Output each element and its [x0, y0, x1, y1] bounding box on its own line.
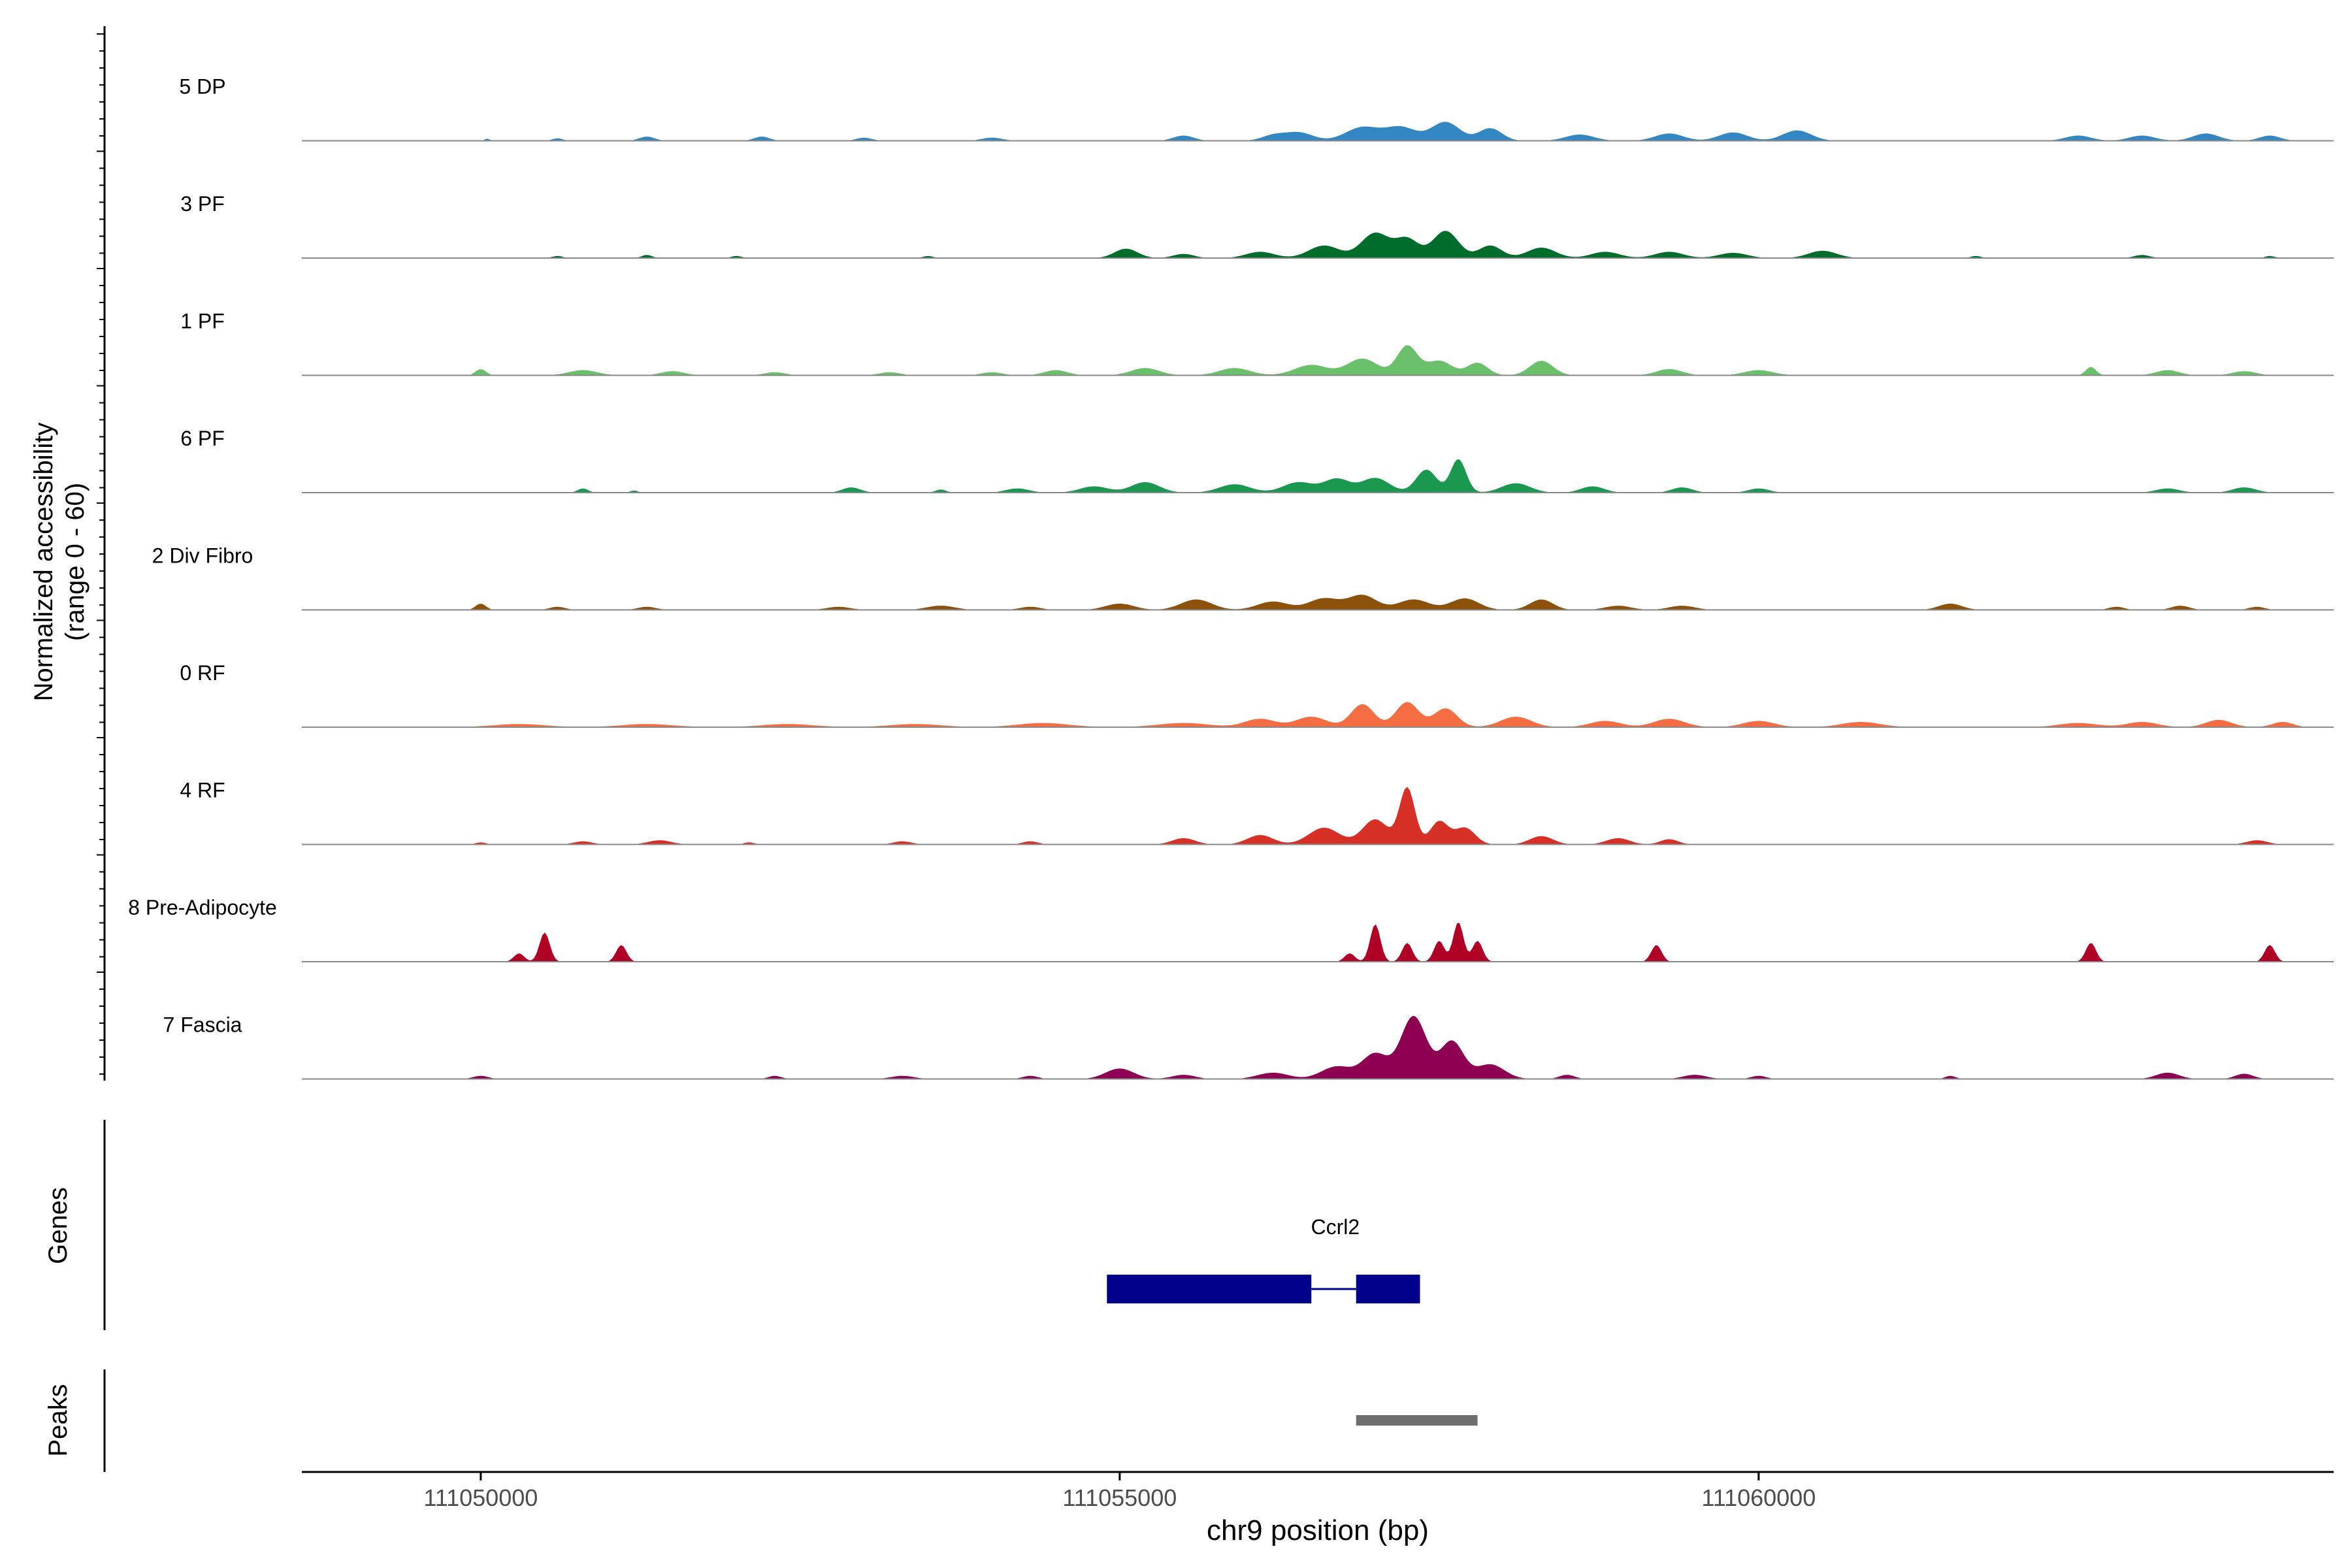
- track-label: 2 Div Fibro: [152, 544, 253, 568]
- y-axis-title-line1: Normalized accessibility: [29, 423, 58, 702]
- track-7: 4 RF: [180, 779, 2334, 845]
- x-axis-ticks: 111050000 111055000 111060000: [423, 1472, 1816, 1511]
- peak-region-bar: [1356, 1415, 1478, 1426]
- gene-exon: [1107, 1275, 1312, 1303]
- track-8: 8 Pre-Adipocyte: [128, 896, 2334, 962]
- genes-panel-label: Genes: [44, 1187, 73, 1264]
- x-tick-label: 111050000: [423, 1484, 538, 1511]
- y-axis-title: Normalized accessibility (range 0 - 60): [29, 423, 90, 702]
- gene-model: Ccrl2: [1107, 1215, 1420, 1303]
- gene-label: Ccrl2: [1311, 1215, 1360, 1239]
- track-label: 7 Fascia: [163, 1013, 242, 1037]
- x-tick-label: 111060000: [1701, 1484, 1816, 1511]
- track-5: 2 Div Fibro: [152, 544, 2334, 611]
- track-3: 1 PF: [180, 310, 2334, 376]
- track-label: 5 DP: [179, 75, 225, 99]
- track-label: 4 RF: [180, 779, 225, 802]
- track-label: 1 PF: [180, 310, 225, 333]
- coverage-tracks: 5 DP 3 PF 1 PF 6 PF 2 Div Fibro 0 RF 4 RF 8 Pre…: [128, 75, 2334, 1080]
- coverage-area: [302, 595, 2334, 610]
- x-tick-label: 111055000: [1062, 1484, 1177, 1511]
- track-6: 0 RF: [180, 661, 2334, 728]
- track-9: 7 Fascia: [163, 1013, 2334, 1080]
- track-2: 3 PF: [180, 192, 2334, 259]
- peak-regions: [1356, 1415, 1478, 1426]
- track-label: 0 RF: [180, 661, 225, 685]
- x-axis-title: chr9 position (bp): [1207, 1514, 1429, 1546]
- gene-annotations: Ccrl2: [1107, 1215, 1420, 1303]
- coverage-area: [302, 787, 2334, 845]
- track-label: 6 PF: [180, 427, 225, 450]
- coverage-area: [302, 345, 2334, 376]
- track-label: 3 PF: [180, 192, 225, 216]
- coverage-y-ticks: [97, 33, 105, 1075]
- coverage-area: [302, 122, 2334, 141]
- coverage-area: [302, 231, 2334, 258]
- coverage-area: [302, 702, 2334, 727]
- gene-exon: [1356, 1275, 1420, 1303]
- coverage-area: [302, 459, 2334, 493]
- track-4: 6 PF: [180, 427, 2334, 493]
- y-axis-title-line2: (range 0 - 60): [61, 483, 90, 641]
- track-1: 5 DP: [179, 75, 2334, 142]
- peaks-panel-label: Peaks: [44, 1384, 73, 1456]
- track-label: 8 Pre-Adipocyte: [128, 896, 277, 919]
